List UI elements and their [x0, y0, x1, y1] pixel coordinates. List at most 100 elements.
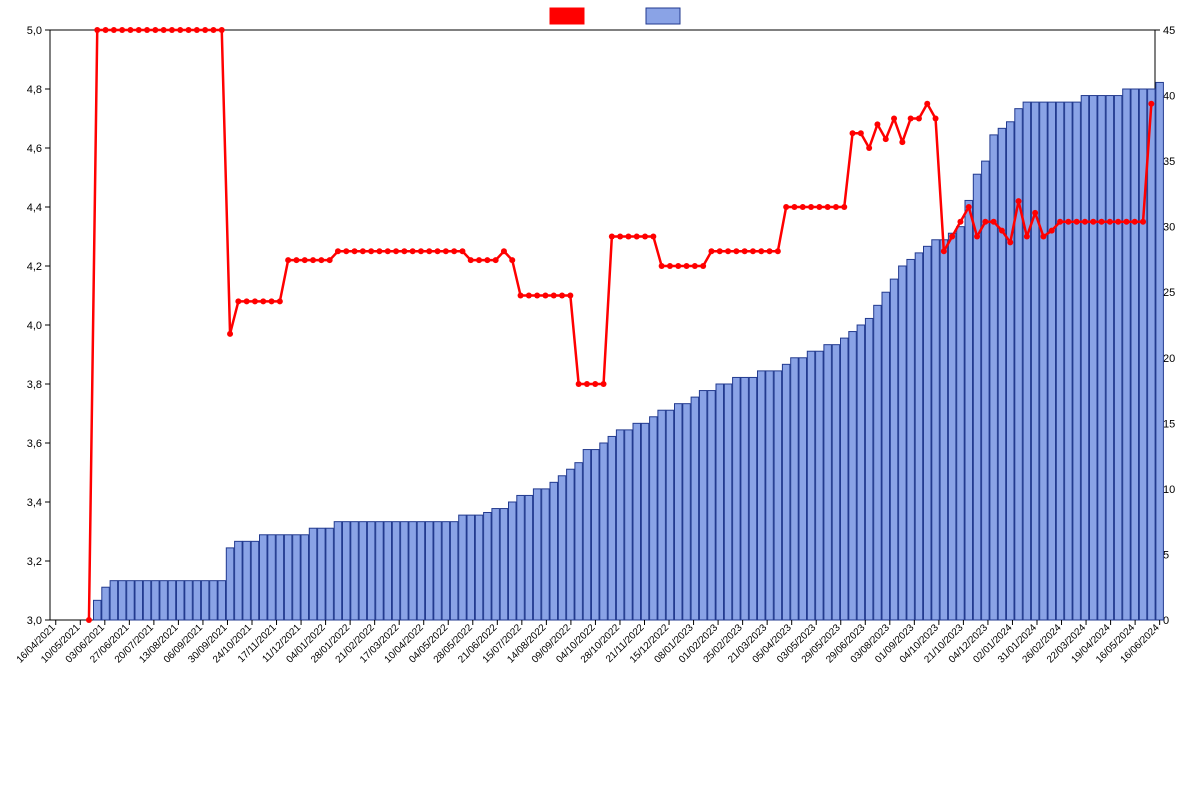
y-right-tick-label: 20: [1163, 353, 1175, 365]
bar: [890, 279, 898, 620]
bar: [924, 246, 932, 620]
bar: [633, 423, 641, 620]
line-marker: [991, 219, 997, 225]
line-marker: [260, 298, 266, 304]
line-marker: [451, 248, 457, 254]
bar: [284, 535, 292, 620]
bar: [401, 522, 409, 620]
bar: [467, 515, 475, 620]
y-left-tick-label: 3,4: [27, 497, 42, 509]
line-marker: [1082, 219, 1088, 225]
bar: [650, 417, 658, 620]
line-marker: [352, 248, 358, 254]
line-marker: [924, 101, 930, 107]
bar: [243, 541, 251, 620]
line-marker: [86, 617, 92, 623]
y-right-tick-label: 0: [1163, 615, 1169, 627]
bar: [865, 318, 873, 620]
line-marker: [576, 381, 582, 387]
line-marker: [908, 116, 914, 122]
bar: [675, 404, 683, 620]
bar: [210, 581, 218, 620]
line-marker: [717, 248, 723, 254]
line-marker: [974, 234, 980, 240]
line-marker: [426, 248, 432, 254]
bar: [699, 391, 707, 620]
line-marker: [858, 130, 864, 136]
bar: [973, 174, 981, 620]
bar: [276, 535, 284, 620]
line-marker: [567, 293, 573, 299]
bar: [990, 135, 998, 620]
line-marker: [783, 204, 789, 210]
line-marker: [742, 248, 748, 254]
bar: [1056, 102, 1064, 620]
bar: [143, 581, 151, 620]
line-marker: [542, 293, 548, 299]
bar: [475, 515, 483, 620]
line-marker: [700, 263, 706, 269]
line-marker: [252, 298, 258, 304]
bar: [733, 377, 741, 620]
line-marker: [435, 248, 441, 254]
bar: [334, 522, 342, 620]
bar: [816, 351, 824, 620]
y-left-tick-label: 4,2: [27, 261, 42, 273]
y-right-tick-label: 40: [1163, 91, 1175, 103]
line-marker: [609, 234, 615, 240]
line-marker: [584, 381, 590, 387]
line-marker: [1057, 219, 1063, 225]
bar: [1040, 102, 1048, 620]
line-marker: [269, 298, 275, 304]
line-marker: [136, 27, 142, 33]
combo-chart: 3,03,23,43,63,84,04,24,44,64,85,00510152…: [0, 0, 1200, 800]
line-marker: [684, 263, 690, 269]
line-marker: [767, 248, 773, 254]
bar: [326, 528, 334, 620]
line-marker: [310, 257, 316, 263]
line-marker: [119, 27, 125, 33]
line-marker: [1024, 234, 1030, 240]
bar: [293, 535, 301, 620]
bar: [558, 476, 566, 620]
bar: [135, 581, 143, 620]
line-marker: [659, 263, 665, 269]
line-marker: [194, 27, 200, 33]
bar: [359, 522, 367, 620]
bar: [625, 430, 633, 620]
line-marker: [177, 27, 183, 33]
line-marker: [335, 248, 341, 254]
line-marker: [866, 145, 872, 151]
line-marker: [1049, 228, 1055, 234]
y-left-tick-label: 3,2: [27, 556, 42, 568]
bar: [301, 535, 309, 620]
bar: [965, 200, 973, 620]
line-marker: [850, 130, 856, 136]
bar: [907, 259, 915, 620]
bar: [857, 325, 865, 620]
bar: [152, 581, 160, 620]
bar: [484, 512, 492, 620]
bar: [102, 587, 110, 620]
y-left-tick-label: 3,0: [27, 615, 42, 627]
line-marker: [219, 27, 225, 33]
bar: [616, 430, 624, 620]
line-marker: [393, 248, 399, 254]
line-marker: [343, 248, 349, 254]
bar: [343, 522, 351, 620]
line-marker: [883, 136, 889, 142]
bar: [550, 482, 558, 620]
bar: [998, 128, 1006, 620]
bar: [417, 522, 425, 620]
bar: [185, 581, 193, 620]
line-marker: [551, 293, 557, 299]
bar: [1081, 96, 1089, 620]
line-marker: [999, 228, 1005, 234]
bar: [434, 522, 442, 620]
line-marker: [1140, 219, 1146, 225]
bar: [94, 600, 102, 620]
y-right-tick-label: 10: [1163, 484, 1175, 496]
line-marker: [376, 248, 382, 254]
bar: [442, 522, 450, 620]
y-right-tick-label: 45: [1163, 25, 1175, 37]
